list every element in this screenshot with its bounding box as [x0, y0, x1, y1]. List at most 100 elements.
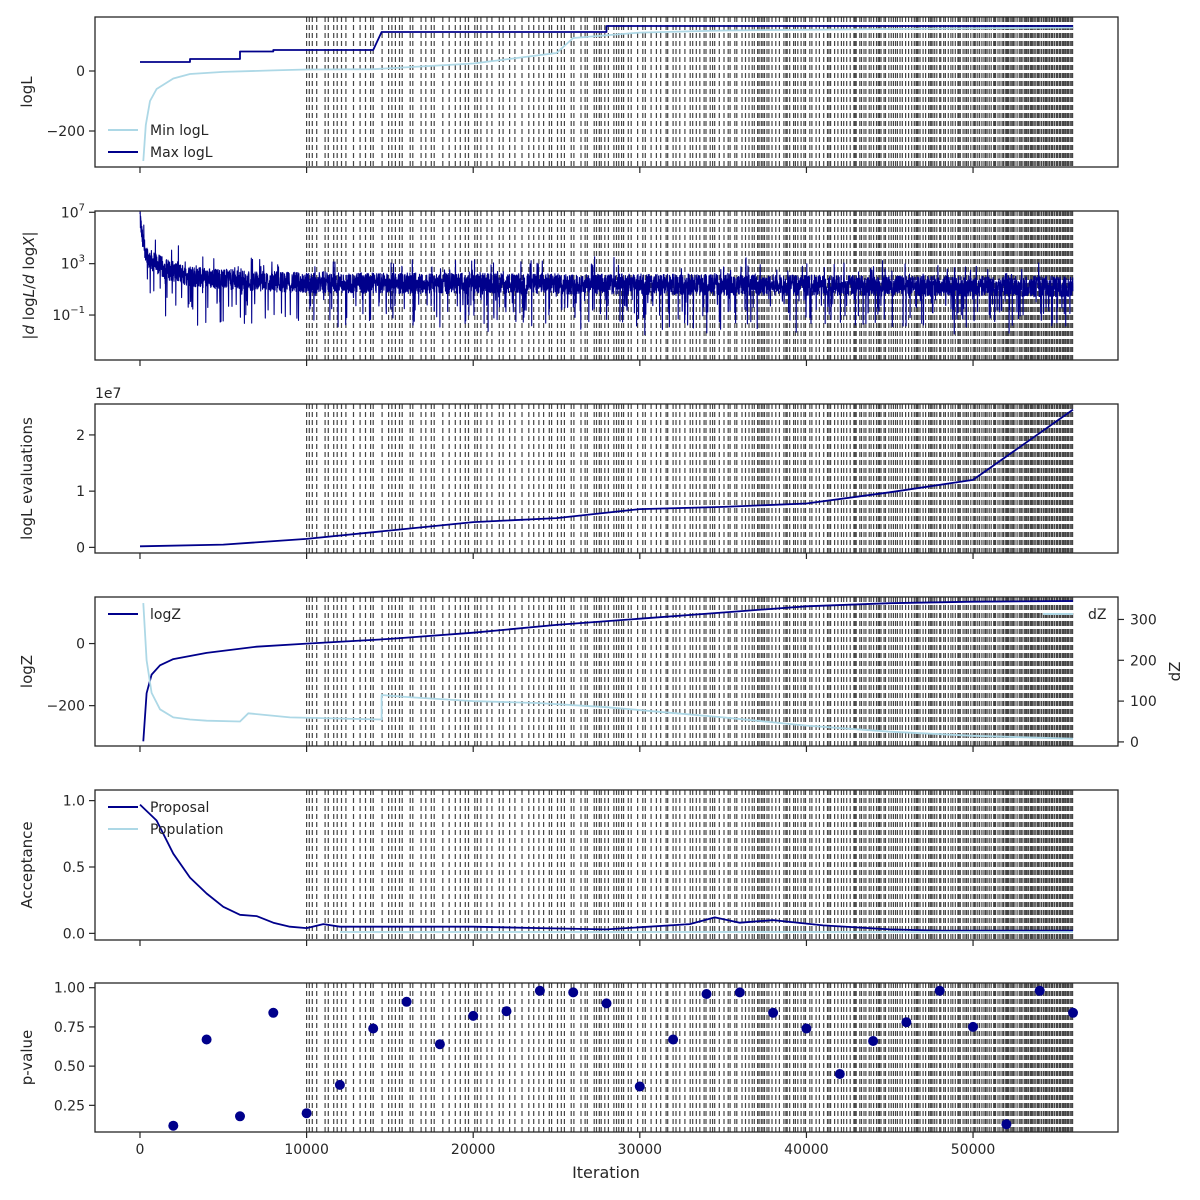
data-point [334, 1079, 345, 1090]
legend: Proposal Population [108, 800, 224, 838]
data-point [301, 1108, 312, 1119]
axes-frame [94, 789, 1119, 941]
insertion-lines [306, 404, 1074, 553]
y2-tick-label: 0 [1130, 735, 1139, 751]
axes-frame [94, 403, 1119, 554]
y-tick-label: 0.25 [54, 1098, 85, 1114]
y-tick-label: 1 [76, 484, 85, 500]
data-point [568, 987, 579, 998]
data-point [801, 1023, 812, 1034]
plot-area [139, 211, 1074, 360]
y-tick-label: 103 [61, 254, 85, 273]
chart-panel-6: 0.25 0.50 0.75 1.00 0 10000 20000 30000 40000 500… [18, 981, 1119, 1158]
data-point [1034, 985, 1045, 996]
data-point [734, 987, 745, 998]
series-line [142, 600, 1074, 742]
offset-text: 1e7 [95, 386, 121, 402]
insertion-lines [306, 597, 1074, 746]
y-tick-label: 0.50 [54, 1059, 85, 1075]
data-point [901, 1017, 912, 1028]
data-point [701, 989, 712, 999]
y-tick-label: 0 [76, 637, 85, 653]
data-point [768, 1007, 779, 1018]
y2-tick-label: 100 [1130, 694, 1157, 710]
legend-label: Max logL [150, 145, 213, 161]
insertion-lines [306, 790, 1074, 940]
x-tick-label: 30000 [618, 1142, 663, 1158]
insertion-lines [306, 983, 1074, 1132]
x-tick-label: 0 [136, 1142, 145, 1158]
y-axis-label: |d logL/d logX| [20, 231, 38, 339]
axes-frame [94, 210, 1119, 361]
y2-axis-label: dZ [1166, 662, 1184, 682]
y-tick-label: −200 [47, 124, 85, 140]
data-point [601, 998, 612, 1009]
plot-area [139, 790, 1074, 940]
axes-frame [94, 982, 1119, 1133]
axes-frame [94, 596, 1119, 747]
legend: dZ [1043, 607, 1106, 623]
y-axis-label: p-value [18, 1030, 36, 1086]
x-axis-label: Iteration [572, 1163, 640, 1182]
plot-area [139, 404, 1074, 553]
plot-area [168, 983, 1078, 1132]
y2-tick-label: 300 [1130, 612, 1157, 628]
series-line [142, 603, 1074, 740]
data-point [834, 1069, 845, 1079]
y-tick-label: 0.75 [54, 1020, 85, 1036]
legend: logZ [108, 607, 181, 623]
y-tick-label: 1.00 [54, 981, 85, 997]
legend-label: logZ [150, 607, 181, 623]
x-tick-label: 50000 [951, 1142, 996, 1158]
y-tick-label: −200 [47, 699, 85, 715]
data-point [168, 1120, 179, 1131]
data-point [401, 996, 412, 1007]
data-point [534, 985, 545, 996]
data-point [634, 1081, 645, 1092]
y-tick-label: 107 [61, 202, 85, 221]
chart-panel-1: 0 −200 logL Min logL Max logL [18, 16, 1119, 173]
legend-label: dZ [1088, 607, 1106, 623]
data-point [235, 1111, 245, 1122]
y-tick-label: 10−1 [52, 305, 85, 324]
data-point [934, 985, 945, 996]
series-line [139, 211, 1074, 336]
y-tick-label: 0.5 [63, 860, 85, 876]
chart-panel-3: 0 1 2 logL evaluations 1e7 [18, 386, 1119, 559]
x-tick-label: 20000 [451, 1142, 496, 1158]
y-axis-label: logL evaluations [18, 417, 36, 540]
chart-panel-4: 0 −200 0 100 200 300 dZ logZ logZ dZ [18, 596, 1184, 752]
data-point [434, 1039, 445, 1050]
y-tick-label: 0.0 [63, 926, 85, 942]
data-point [868, 1036, 879, 1046]
y-axis-label: logZ [18, 655, 36, 688]
y-tick-label: 2 [76, 428, 85, 444]
axes-frame [94, 16, 1119, 168]
y-tick-label: 0 [76, 540, 85, 556]
legend-label: Proposal [150, 800, 209, 816]
insertion-lines [306, 17, 1074, 167]
series-line [142, 26, 1074, 162]
data-point [468, 1010, 479, 1021]
data-point [201, 1034, 212, 1045]
y2-tick-label: 200 [1130, 653, 1157, 669]
series-line [140, 25, 1073, 63]
data-point [368, 1023, 379, 1034]
y-axis-label: logL [18, 76, 36, 108]
data-point [1001, 1119, 1012, 1130]
data-point [668, 1034, 679, 1045]
data-point [501, 1006, 512, 1017]
y-axis-label: Acceptance [18, 821, 36, 908]
chart-panel-5: 0.0 0.5 1.0 Acceptance Proposal Population [18, 789, 1119, 946]
x-tick-label: 10000 [284, 1142, 329, 1158]
legend: Min logL Max logL [108, 123, 213, 161]
legend-label: Min logL [150, 123, 209, 139]
y-tick-label: 0 [76, 64, 85, 80]
data-point [268, 1007, 279, 1018]
data-point [968, 1021, 978, 1032]
plot-area [140, 17, 1074, 167]
y-tick-label: 1.0 [63, 794, 85, 810]
data-point [1068, 1007, 1078, 1018]
chart-panel-2: 107 103 10−1 |d logL/d logX| [20, 202, 1119, 366]
